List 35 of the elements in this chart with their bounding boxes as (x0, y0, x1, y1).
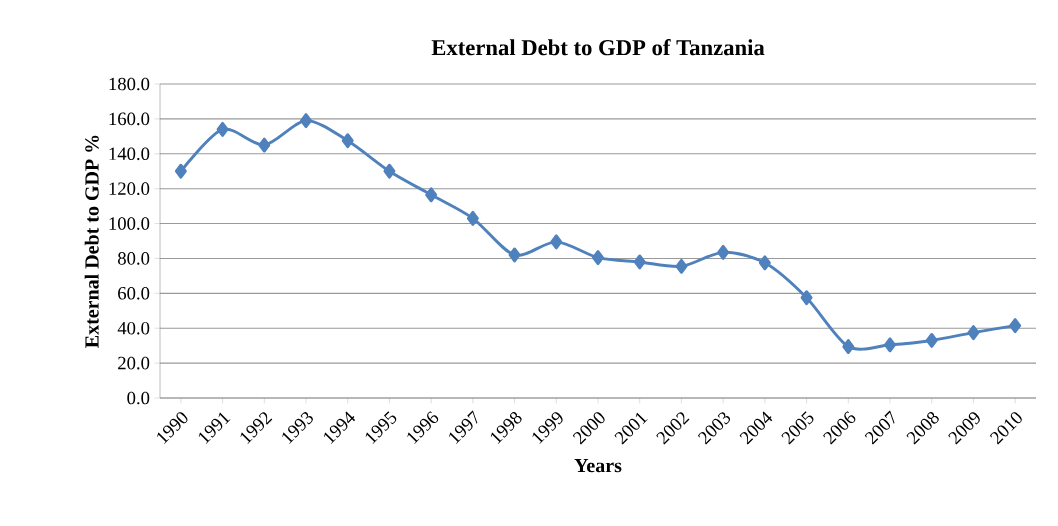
point (341, 133, 354, 149)
y-tick-label: 0.0 (127, 391, 150, 405)
point (925, 332, 938, 348)
y-tick-label: 120.0 (109, 182, 150, 196)
point (174, 163, 187, 179)
point (633, 254, 646, 270)
point (758, 255, 771, 271)
y-tick-label: 40.0 (117, 321, 150, 335)
point (550, 234, 563, 250)
point (300, 113, 312, 129)
point (508, 247, 521, 263)
y-tick-label: 80.0 (118, 252, 150, 265)
chart-title: External Debt to GDP of Tanzania (431, 39, 765, 56)
y-tick-label: 180.0 (109, 77, 150, 91)
point (1009, 318, 1022, 334)
point (675, 258, 688, 274)
point (216, 121, 229, 137)
point (717, 244, 730, 260)
point (383, 163, 396, 179)
y-tick-label: 20.0 (118, 356, 150, 370)
y-axis-title: External Debt to GDP % (84, 135, 99, 348)
x-tick-label: 1991 (198, 412, 231, 444)
point (466, 210, 479, 226)
point (842, 339, 855, 355)
y-tick-label: 100.0 (109, 217, 150, 230)
y-tick-label: 60.0 (118, 286, 150, 300)
point (884, 337, 896, 353)
point (800, 290, 813, 306)
y-tick-label: 140.0 (109, 147, 150, 161)
y-tick-label: 160.0 (109, 112, 150, 126)
point (258, 137, 271, 153)
point (967, 325, 980, 341)
point (592, 250, 604, 266)
point (425, 187, 438, 203)
x-axis-title: Years (574, 458, 622, 473)
